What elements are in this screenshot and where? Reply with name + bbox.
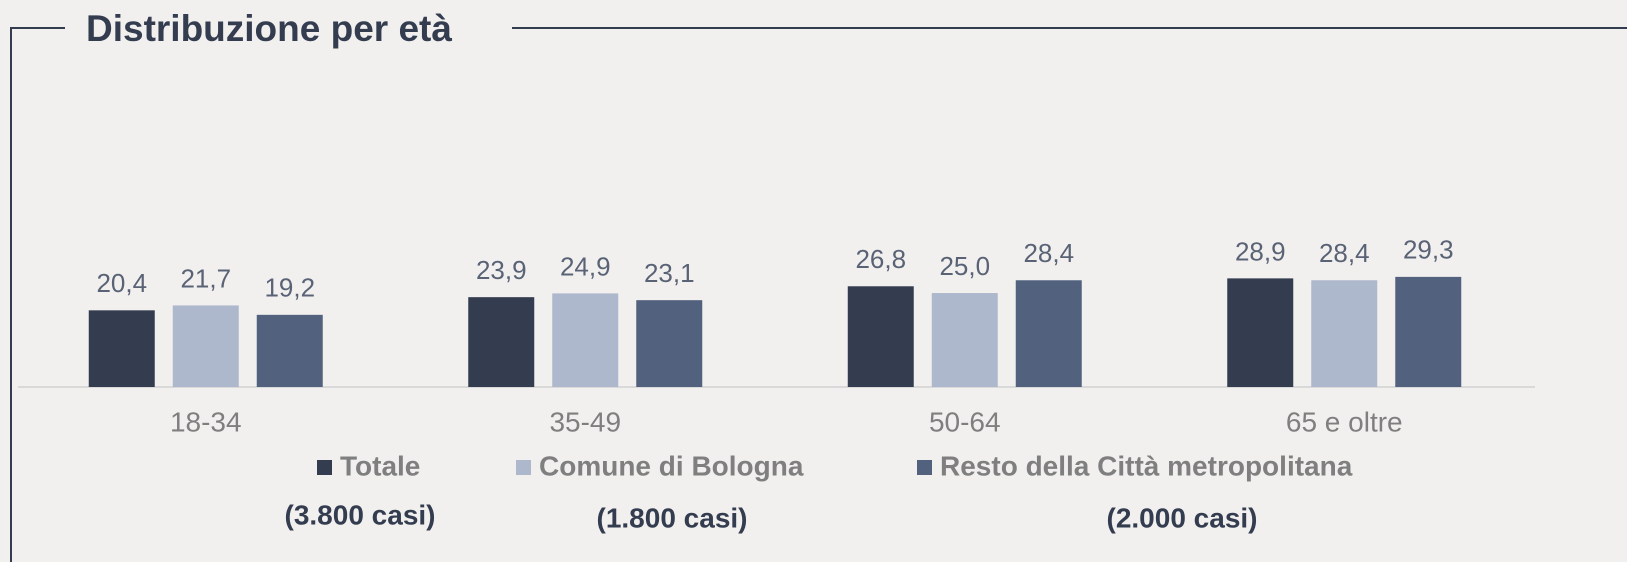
bar xyxy=(847,286,914,387)
bar xyxy=(256,314,323,387)
legend-label: Comune di Bologna xyxy=(539,450,804,481)
data-label: 20,4 xyxy=(96,268,147,298)
bar xyxy=(552,293,619,387)
data-label: 23,9 xyxy=(476,255,527,285)
bar xyxy=(1395,276,1462,387)
data-label: 28,4 xyxy=(1319,238,1370,268)
data-label: 19,2 xyxy=(264,273,315,303)
data-label: 28,9 xyxy=(1235,236,1286,266)
data-label: 29,3 xyxy=(1403,235,1454,265)
bar xyxy=(1311,280,1378,387)
legend-swatch xyxy=(917,460,932,475)
legend-note: (3.800 casi) xyxy=(285,499,436,530)
x-tick-label: 50-64 xyxy=(929,406,1001,437)
data-label: 25,0 xyxy=(939,251,990,281)
bar xyxy=(468,297,535,387)
bar xyxy=(1227,278,1294,387)
legend-note: (2.000 casi) xyxy=(1107,502,1258,533)
bar xyxy=(1015,280,1082,387)
x-tick-label: 65 e oltre xyxy=(1286,406,1403,437)
data-label: 23,1 xyxy=(644,258,695,288)
x-tick-label: 18-34 xyxy=(170,406,242,437)
data-label: 24,9 xyxy=(560,251,611,281)
legend-swatch xyxy=(516,460,531,475)
bar xyxy=(636,300,703,387)
chart-title: Distribuzione per età xyxy=(86,8,452,49)
legend-label: Resto della Città metropolitana xyxy=(940,450,1353,481)
data-label: 21,7 xyxy=(180,263,231,293)
bar xyxy=(88,310,155,387)
legend-note: (1.800 casi) xyxy=(597,502,748,533)
bar xyxy=(172,305,239,387)
legend-label: Totale xyxy=(340,450,420,481)
data-label: 26,8 xyxy=(855,244,906,274)
data-label: 28,4 xyxy=(1023,238,1074,268)
frame xyxy=(10,27,65,562)
legend-swatch xyxy=(317,460,332,475)
x-tick-label: 35-49 xyxy=(549,406,621,437)
bar xyxy=(931,293,998,387)
